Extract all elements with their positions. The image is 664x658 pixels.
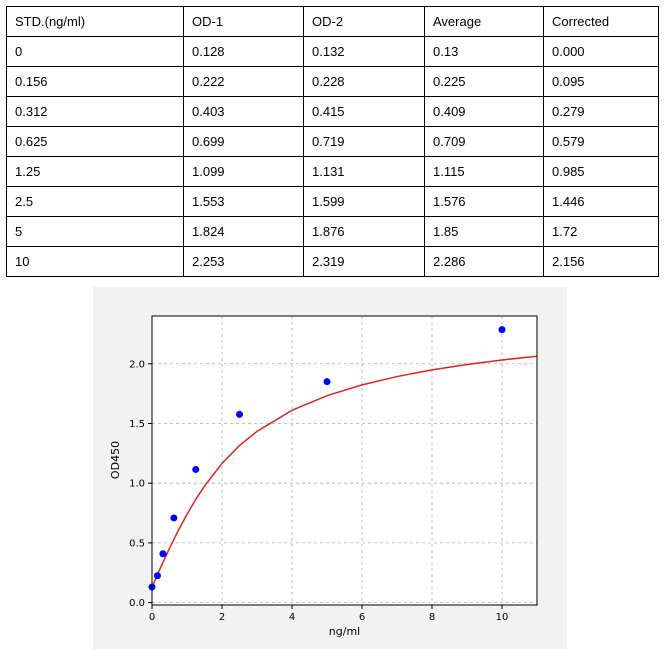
table-cell: 0.095 [543,66,659,97]
table-row: 2.5 1.553 1.599 1.576 1.446 [6,186,659,217]
header-std: STD.(ng/ml) [6,6,184,37]
table-cell: 1.099 [183,156,304,187]
table-cell: 0.225 [424,66,544,97]
table-cell: 0.132 [303,36,425,67]
table-cell: 1.824 [183,216,304,247]
plot-frame [151,315,538,606]
x-tick-label: 4 [289,612,295,623]
data-point [323,378,331,386]
table-cell: 0.579 [543,126,659,157]
table-row: 5 1.824 1.876 1.85 1.72 [6,216,659,247]
data-point [170,514,178,522]
table-cell: 2.286 [424,246,544,277]
table-cell: 1.553 [183,186,304,217]
table-cell: 0.403 [183,96,304,127]
x-tick-label: 0 [149,612,155,623]
plot-area [152,316,537,605]
table-cell: 1.576 [424,186,544,217]
table-cell: 0.000 [543,36,659,67]
table-cell: 1.131 [303,156,425,187]
table-cell: 1.115 [424,156,544,187]
table-cell: 0.228 [303,66,425,97]
table-cell: 0.709 [424,126,544,157]
data-point [153,572,161,580]
data-point [159,550,167,558]
table-cell: 1.85 [424,216,544,247]
table-cell: 0.719 [303,126,425,157]
standard-curve-figure: 0 2 4 6 8 10 0.0 0.5 1.0 1.5 2.0 ng/ml OD450 [93,287,567,649]
standard-curve-chart: 0 2 4 6 8 10 0.0 0.5 1.0 1.5 2.0 ng/ml OD450 [93,287,567,649]
table-row: 0.312 0.403 0.415 0.409 0.279 [6,96,659,127]
y-tick-label: 1.5 [129,419,145,430]
table-cell: 0.985 [543,156,659,187]
table-cell: 1.25 [6,156,184,187]
header-od2: OD-2 [303,6,425,37]
table-cell: 0 [6,36,184,67]
table-cell: 0.156 [6,66,184,97]
y-tick-label: 0.0 [129,598,145,609]
table-cell: 2.319 [303,246,425,277]
x-tick-label: 2 [219,612,225,623]
fit-curve-line [151,355,538,588]
table-cell: 0.128 [183,36,304,67]
table-cell: 0.279 [543,96,659,127]
y-tick-label: 1.0 [129,479,145,490]
table-cell: 1.446 [543,186,659,217]
x-axis-label: ng/ml [329,625,360,638]
table-cell: 0.222 [183,66,304,97]
header-od1: OD-1 [183,6,304,37]
table-cell: 0.409 [424,96,544,127]
table-cell: 1.599 [303,186,425,217]
header-average: Average [424,6,544,37]
table-cell: 2.5 [6,186,184,217]
table-cell: 1.72 [543,216,659,247]
y-tick-label: 0.5 [129,538,145,549]
table-cell: 2.253 [183,246,304,277]
table-row: 0 0.128 0.132 0.13 0.000 [6,36,659,67]
table-cell: 2.156 [543,246,659,277]
y-axis-ticks: 0.0 0.5 1.0 1.5 2.0 [129,359,152,609]
data-point [498,326,506,334]
x-tick-label: 10 [496,612,509,623]
table-header-row: STD.(ng/ml) OD-1 OD-2 Average Corrected [6,6,659,37]
header-corrected: Corrected [543,6,659,37]
table-row: 0.156 0.222 0.228 0.225 0.095 [6,66,659,97]
table-cell: 0.699 [183,126,304,157]
table-row: 0.625 0.699 0.719 0.709 0.579 [6,126,659,157]
table-cell: 0.13 [424,36,544,67]
x-axis-ticks: 0 2 4 6 8 10 [149,605,509,623]
y-axis-label: OD450 [109,441,122,479]
y-tick-label: 2.0 [129,359,145,370]
table-cell: 10 [6,246,184,277]
data-point [236,410,243,418]
data-point [192,465,200,473]
table-row: 10 2.253 2.319 2.286 2.156 [6,246,659,277]
table-cell: 0.312 [6,96,184,127]
x-tick-label: 8 [429,612,435,623]
standard-table: STD.(ng/ml) OD-1 OD-2 Average Corrected … [6,6,659,277]
x-tick-label: 6 [359,612,365,623]
table-cell: 1.876 [303,216,425,247]
table-cell: 5 [6,216,184,247]
table-cell: 0.625 [6,126,184,157]
table-row: 1.25 1.099 1.131 1.115 0.985 [6,156,659,187]
table-cell: 0.415 [303,96,425,127]
